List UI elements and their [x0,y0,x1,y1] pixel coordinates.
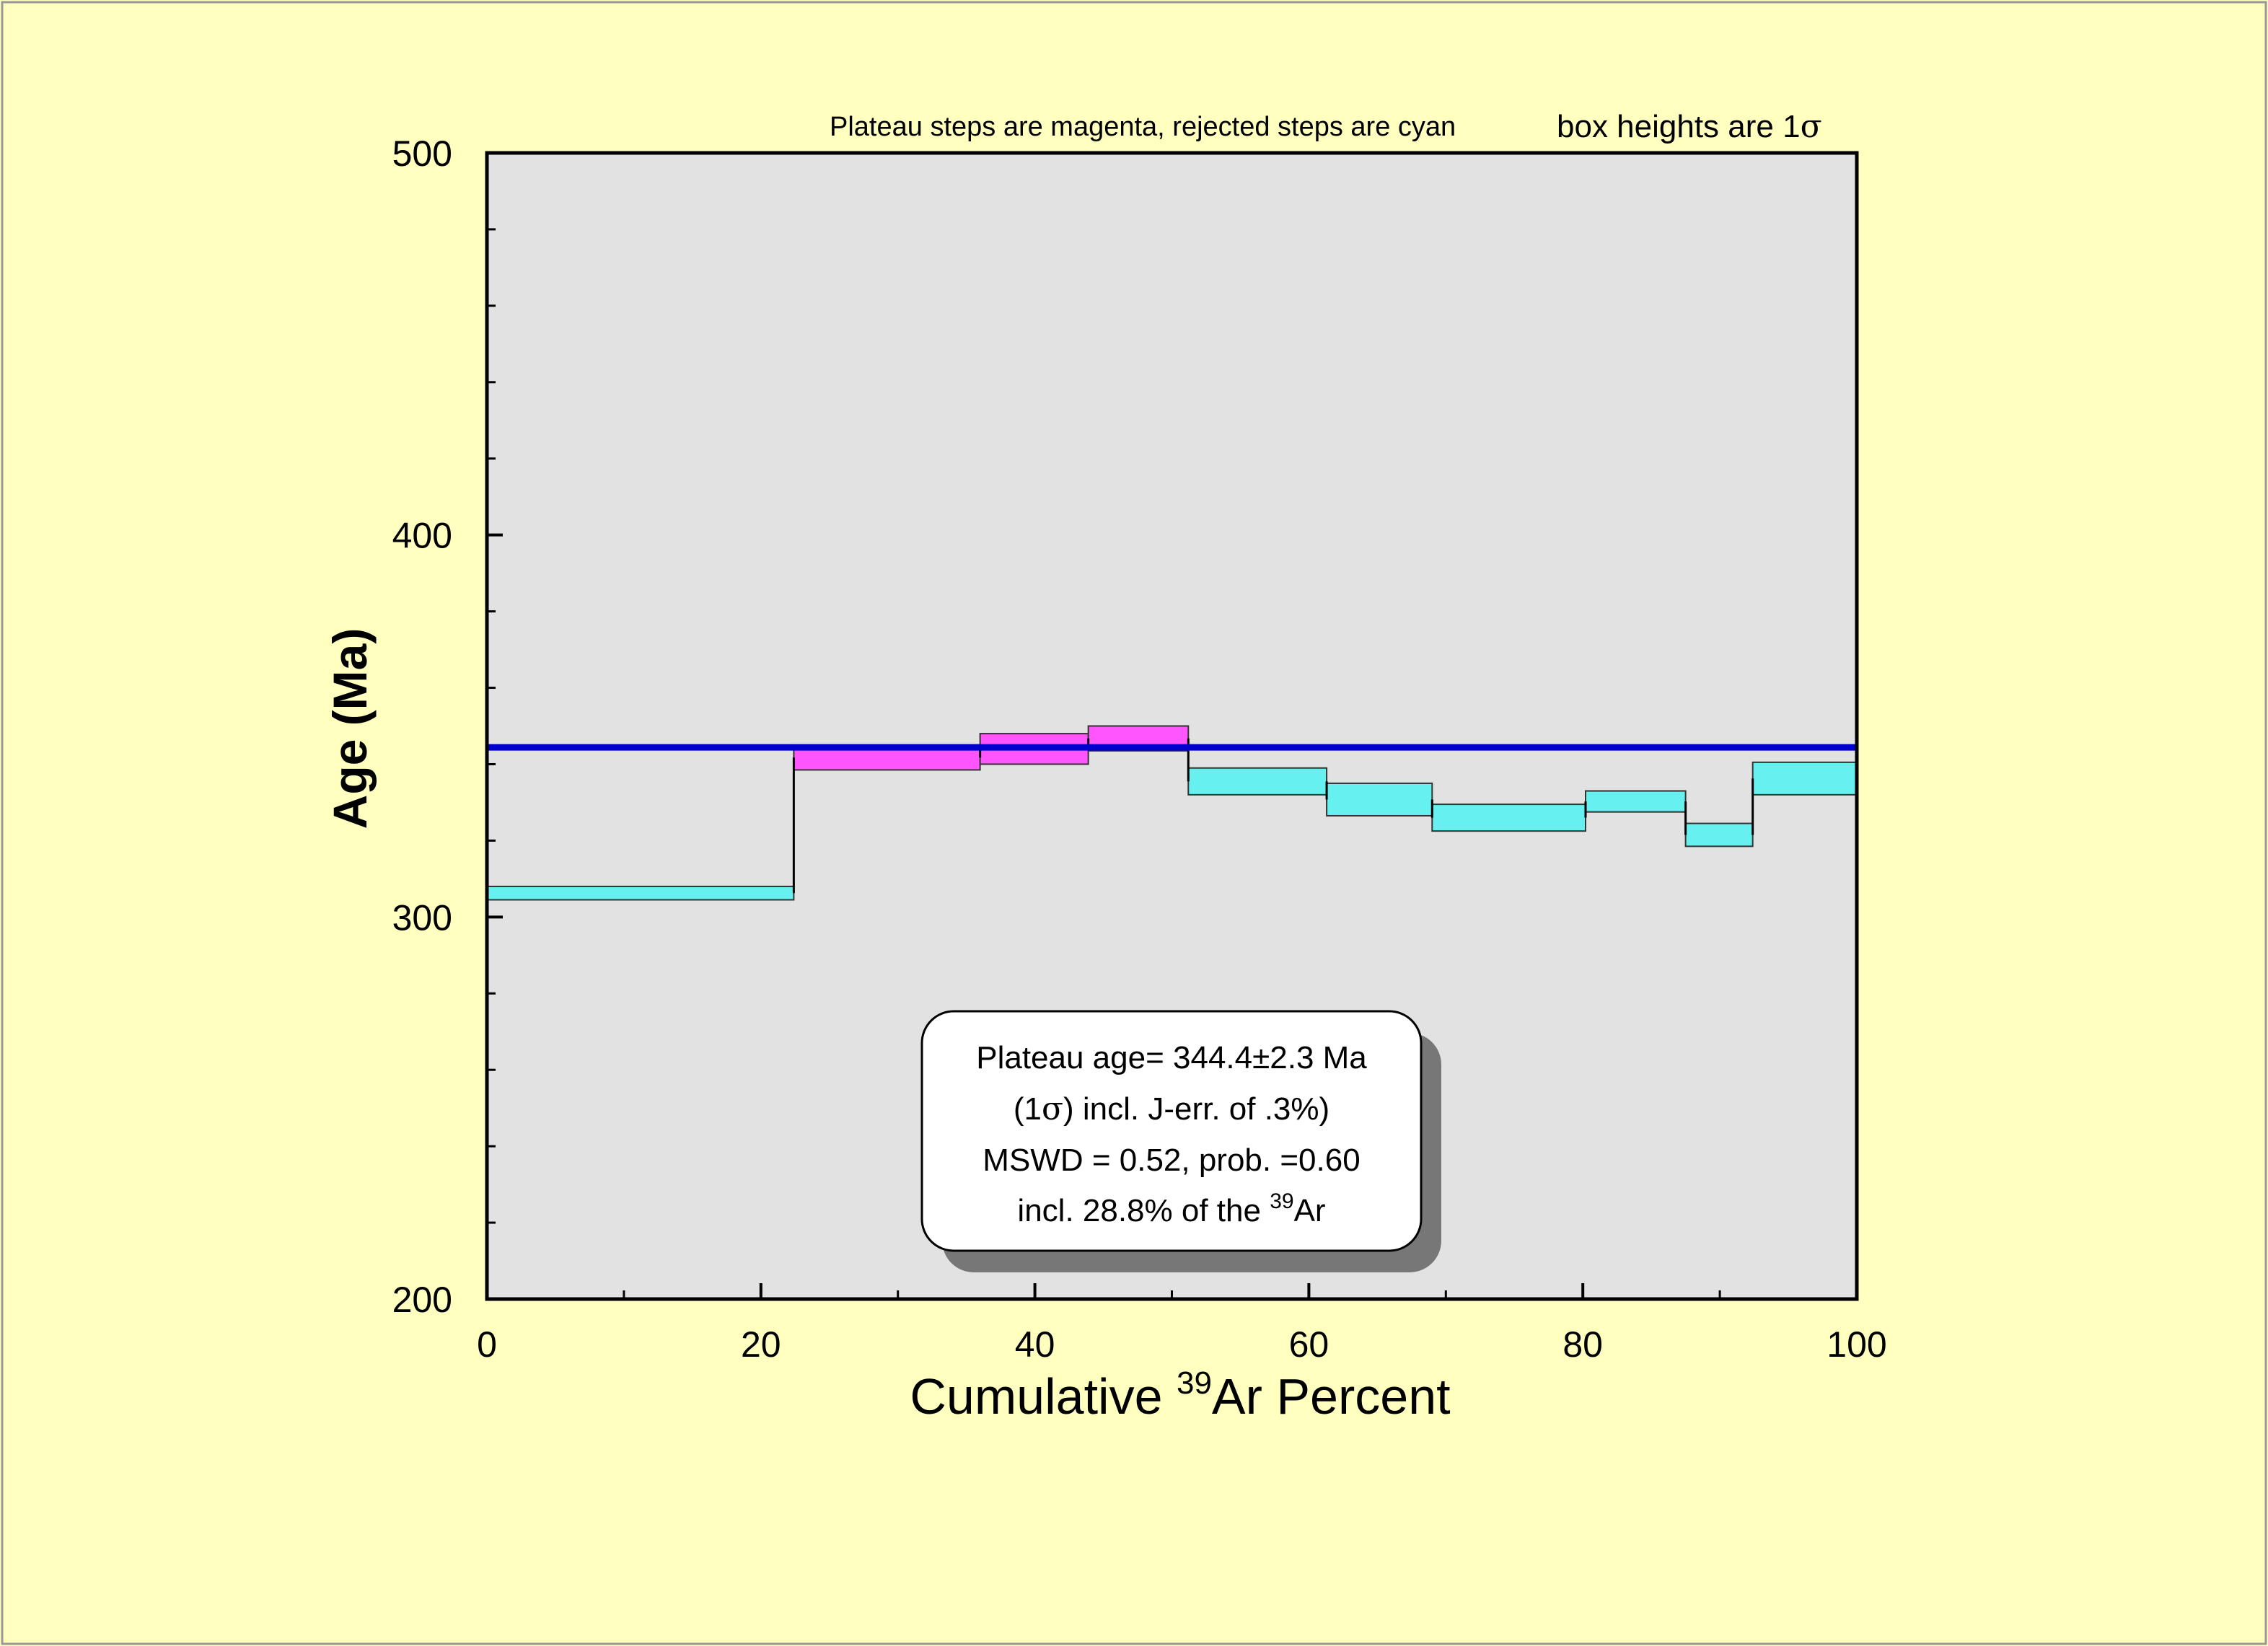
note-right-sigma: σ [1801,108,1822,145]
annotation-line4-prefix: incl. 28.8% of the [1017,1193,1270,1228]
y-tick-label-1: 300 [392,897,452,938]
y-tick-label-2: 400 [392,516,452,556]
note-right-text: box heights are 1 [1557,109,1801,144]
x-tick-label-0: 0 [477,1324,497,1365]
note-left: Plateau steps are magenta, rejected step… [830,112,1456,142]
x-tick-label-2: 40 [1015,1324,1055,1365]
x-axis-label-prefix: Cumulative [910,1368,1177,1425]
step-box-1 [486,885,795,901]
annotation-line2-suffix: ) incl. J-err. of .3%) [1063,1091,1329,1127]
note-right: box heights are 1σ [1557,108,1822,145]
step-box-6 [1326,782,1433,817]
step-box-8 [1584,790,1687,813]
annotation-line2: (1σ) incl. J-err. of .3%) [1014,1091,1329,1127]
annotation-line2-sigma: σ [1042,1091,1063,1127]
x-tick-label-4: 80 [1562,1324,1603,1365]
x-tick-label-1: 20 [741,1324,781,1365]
annotation-line2-prefix: (1 [1014,1091,1042,1127]
y-tick-label-3: 500 [392,133,452,174]
step-box-9 [1684,822,1754,848]
x-axis-label-sup: 39 [1177,1365,1212,1401]
x-axis-label-suffix: Ar Percent [1212,1368,1451,1425]
annotation-box [920,1010,1423,1252]
y-tick-label-0: 200 [392,1280,452,1320]
x-tick-label-5: 100 [1827,1324,1886,1365]
annotation-line4-sup: 39 [1270,1189,1293,1213]
step-box-5 [1187,767,1328,796]
step-box-7 [1431,804,1586,832]
annotation-line1: Plateau age= 344.4±2.3 Ma [976,1040,1367,1075]
y-axis-label: Age (Ma) [323,628,377,829]
annotation-line3: MSWD = 0.52, prob. =0.60 [983,1143,1360,1178]
x-tick-label-3: 60 [1289,1324,1329,1365]
annotation-line4: incl. 28.8% of the 39Ar [1017,1189,1325,1228]
step-box-10 [1751,761,1858,796]
ticks-layer: 0 20 40 60 80 100 200 300 400 500 [392,133,1887,1365]
annotation-line4-suffix: Ar [1294,1193,1326,1228]
x-axis-label: Cumulative 39Ar Percent [910,1365,1450,1425]
